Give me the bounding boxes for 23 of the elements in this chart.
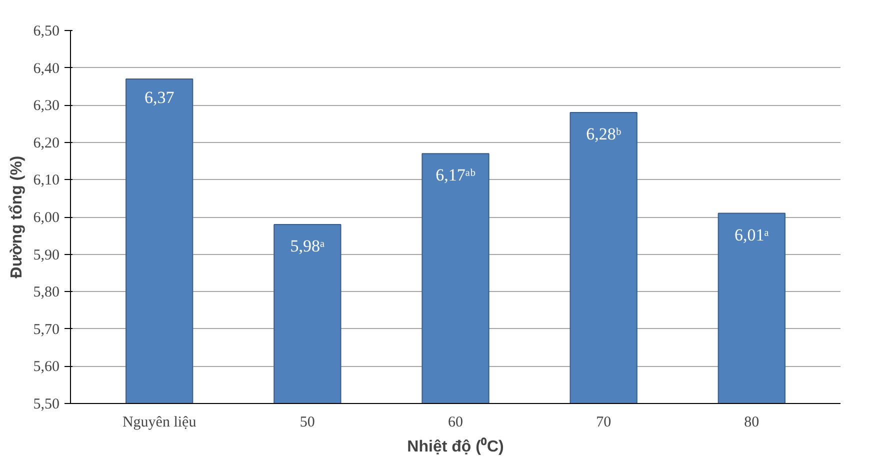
x-tick-label: Nguyên liệu (122, 414, 197, 430)
y-tick-label: 6,10 (33, 172, 60, 189)
data-label: 6,17ᵃᵇ (436, 166, 476, 185)
y-tick-label: 6,20 (33, 135, 60, 152)
y-tick-label: 5,90 (33, 247, 60, 264)
data-label: 6,01ᵃ (734, 225, 770, 244)
x-tick-label: 60 (448, 414, 463, 430)
data-label: 5,98ᵃ (290, 236, 325, 256)
x-axis-title: Nhiệt độ (⁰C) (407, 438, 504, 456)
data-label: 6,37 (144, 88, 175, 107)
y-tick-label: 5,60 (33, 359, 60, 376)
x-tick-label: 70 (596, 414, 612, 430)
x-tick-label: 50 (300, 414, 315, 430)
y-tick-label: 5,50 (33, 396, 60, 412)
y-tick-label: 5,80 (33, 284, 60, 301)
y-tick-label: 6,00 (33, 210, 60, 226)
x-tick-label: 80 (744, 414, 760, 430)
y-tick-label: 6,40 (33, 60, 60, 77)
y-axis-title: Đường tổng (%) (8, 156, 26, 278)
y-tick-label: 6,50 (33, 24, 60, 40)
y-tick-label: 6,30 (33, 98, 60, 114)
data-label: 6,28ᵇ (586, 124, 622, 144)
y-tick-label: 5,70 (33, 322, 60, 338)
